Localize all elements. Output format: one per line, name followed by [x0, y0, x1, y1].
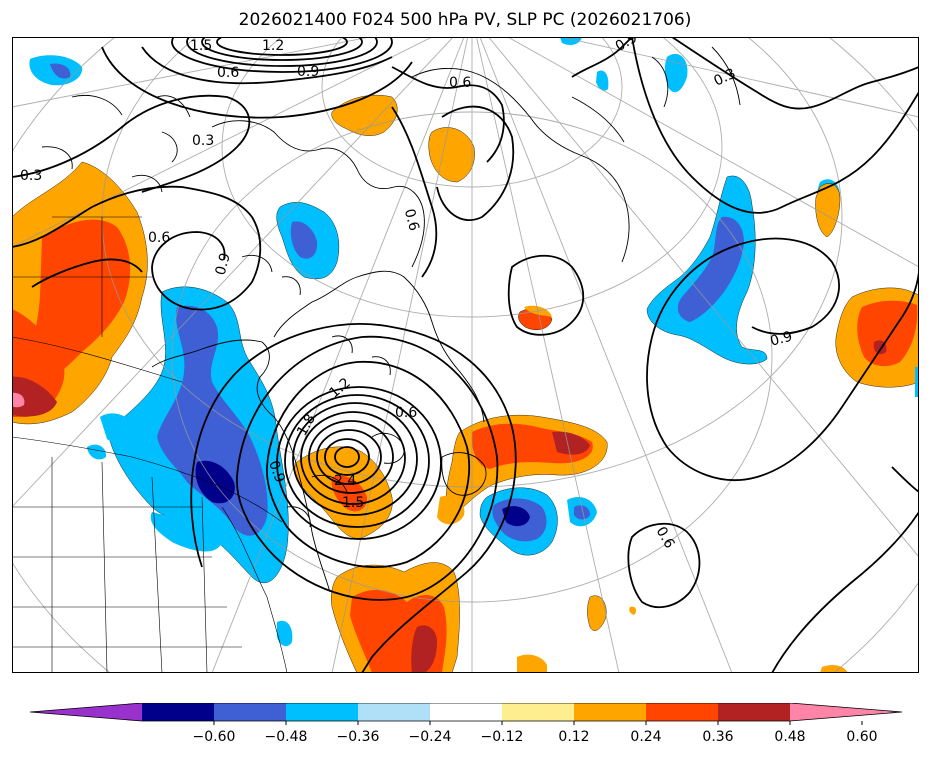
colorbar-segment	[358, 703, 430, 721]
contour-labels: 1.5 1.2 0.9 0.6 0.3 0.3 0.6 0.9 0.6 0.9 …	[20, 37, 794, 551]
colorbar-outline	[30, 703, 903, 722]
colorbar-segment	[430, 703, 502, 721]
contour-label: 0.6	[401, 207, 422, 233]
pv-fill-south-orange2	[517, 654, 547, 673]
colorbar: −0.60 −0.48 −0.36 −0.24 −0.12 0.12 0.24 0.36 0.4…	[30, 703, 903, 745]
colorbar-tick-label: 0.36	[702, 729, 733, 745]
pv-fill-hudson-ext	[100, 413, 137, 443]
contour-label: 1.5	[190, 38, 212, 54]
figure-title: 2026021400 F024 500 hPa PV, SLP PC (2026…	[238, 10, 692, 30]
political-borders	[12, 216, 288, 673]
pv-fill-hudson-ext2	[87, 444, 107, 460]
contour-label: 0.6	[449, 75, 471, 91]
colorbar-tick-label: 0.60	[846, 729, 877, 745]
colorbar-tick-label: −0.12	[481, 729, 524, 745]
colorbar-segment	[502, 703, 574, 721]
contour-label: 0.9	[213, 251, 234, 277]
map-panel: 1.5 1.2 0.9 0.6 0.3 0.3 0.6 0.9 0.6 0.9 …	[12, 37, 919, 673]
contour-label: 0.9	[768, 329, 794, 350]
pv-fill-west-darkred	[12, 376, 57, 417]
pv-fill-top-cyan2	[560, 37, 582, 45]
coastlines	[41, 46, 741, 593]
contour-label: 1.5	[342, 495, 364, 511]
pv-fill-hudson-blue	[157, 305, 268, 536]
contour-label: 1.2	[262, 38, 284, 54]
colorbar-tick-label: 0.48	[774, 729, 805, 745]
colorbar-tick-label: 0.12	[558, 729, 589, 745]
pv-fill-south-cyan	[277, 620, 293, 647]
pv-fill-nfld-orange	[437, 495, 465, 525]
colorbar-segment	[286, 703, 358, 721]
slp-contours	[12, 37, 919, 673]
colorbar-extend-min	[30, 703, 142, 721]
colorbar-segment	[214, 703, 286, 721]
pv-fill-top-blue1	[50, 63, 71, 79]
colorbar-tick-label: −0.48	[265, 729, 308, 745]
pv-fill-greenland-orange	[428, 127, 475, 183]
colorbar-tick-label: −0.36	[337, 729, 380, 745]
pv-fill-lab-darkred	[552, 431, 590, 455]
graticule	[12, 37, 919, 673]
colorbar-tick-label: 0.24	[630, 729, 661, 745]
pv-fill-eastbit	[629, 606, 637, 615]
contour-label: 0.9	[297, 64, 319, 80]
colorbar-tick-label: −0.24	[409, 729, 452, 745]
colorbar-tick-label: −0.60	[193, 729, 236, 745]
colorbar-segment	[646, 703, 718, 721]
pv-fill-hudson-navy	[195, 460, 235, 504]
pv-fill-lower-cyan	[150, 512, 222, 552]
pv-fill-west-pink	[12, 392, 25, 408]
pv-fill-west-red	[28, 219, 131, 387]
contour-label: 0.3	[192, 133, 214, 149]
pv-fill-nfld-navy	[502, 506, 530, 527]
contour-label: 0.9	[265, 459, 288, 485]
contour-label: 0.3	[20, 168, 42, 184]
contour-label: 0.6	[148, 230, 170, 246]
pv-fill-south-darkred	[411, 625, 437, 673]
pv-fill-top-cyan3	[596, 70, 609, 91]
pv-fill-east-blue	[677, 216, 744, 322]
colorbar-extend-max	[790, 703, 902, 721]
colorbar-segment	[718, 703, 790, 721]
pv-fill-nfld-blue2	[574, 505, 590, 520]
colorbar-segment	[574, 703, 646, 721]
contour-label: 0.6	[217, 65, 239, 81]
contour-label: 2.4	[334, 473, 356, 489]
pv-fill-baffin-blue	[290, 221, 318, 259]
contour-label: 0.6	[395, 405, 417, 421]
colorbar-segment	[142, 703, 214, 721]
